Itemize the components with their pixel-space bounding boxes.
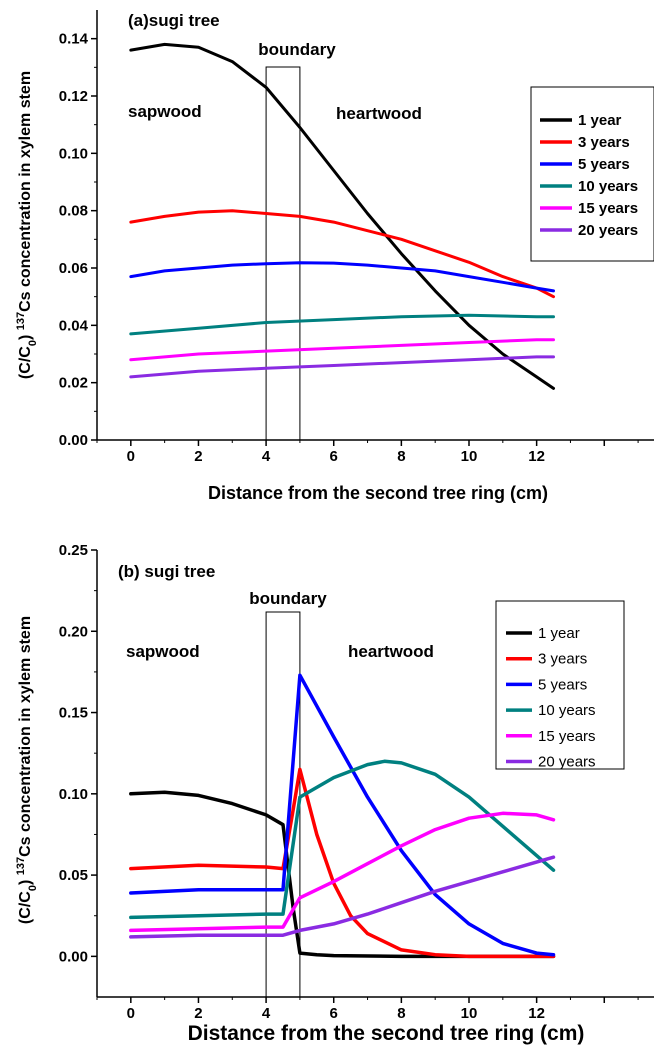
panel-b-sapwood-label: sapwood — [126, 642, 200, 661]
panel-b-title: (b) sugi tree — [118, 562, 215, 581]
panel-b-series-5-years — [129, 673, 556, 957]
panel-b-x-tick-label: 6 — [330, 1005, 338, 1022]
panel-b-x-tick-label: 12 — [528, 1005, 545, 1022]
panel-a-y-tick-label: 0.06 — [59, 260, 88, 277]
panel-a-legend-label-3-years: 3 years — [578, 134, 630, 151]
panel-a-legend-box — [530, 86, 654, 262]
panel-a-x-tick-label: 0 — [127, 448, 135, 465]
panel-a-y-axis-label: (C/C0) 137Cs concentration in xylem stem — [15, 71, 39, 379]
panel-b-legend-label-1-year: 1 year — [538, 625, 580, 642]
panel-a-series-20-years — [129, 355, 555, 379]
panel-b-x-tick-label: 10 — [461, 1005, 478, 1022]
panel-b-legend-label-5-years: 5 years — [538, 676, 587, 693]
panel-b-boundary-label: boundary — [249, 589, 327, 608]
panel-b-sugi-tree: (b) sugi tree 0.00 0.05 0.10 0.15 0.20 0.25 0 2… — [15, 542, 654, 1045]
panel-a-y-tick-label: 0.08 — [59, 203, 88, 220]
panel-b-legend-label-10-years: 10 years — [538, 702, 596, 719]
panel-a-x-tick-label: 2 — [194, 448, 202, 465]
panel-a-y-tick-label: 0.14 — [59, 31, 89, 48]
panel-a-y-tick-label: 0.10 — [59, 145, 88, 162]
panel-a-x-axis-label: Distance from the second tree ring (cm) — [208, 483, 548, 503]
panel-b-y-tick-label: 0.20 — [59, 623, 88, 640]
panel-b-x-axis-label: Distance from the second tree ring (cm) — [188, 1022, 585, 1045]
panel-a-sapwood-label: sapwood — [128, 102, 202, 121]
panel-a-series-10-years — [129, 313, 555, 336]
panel-a-x-tick-label: 6 — [330, 448, 338, 465]
panel-b-x-tick-label: 4 — [262, 1005, 271, 1022]
panel-b-legend-label-15-years: 15 years — [538, 728, 596, 745]
panel-b-heartwood-label: heartwood — [348, 642, 434, 661]
panel-b-x-tick-label: 0 — [127, 1005, 135, 1022]
panel-b-y-axis-label: (C/C0) 137Cs concentration in xylem stem — [15, 616, 39, 924]
panel-a-y-tick-label: 0.04 — [59, 317, 89, 334]
panel-b-y-tick-label: 0.05 — [59, 867, 88, 884]
panel-a-legend-label-1-year: 1 year — [578, 112, 622, 129]
panel-a-y-tick-label: 0.00 — [59, 432, 88, 449]
panel-a-x-tick-label: 8 — [397, 448, 405, 465]
panel-a-series-5-years — [129, 261, 555, 293]
panel-a-legend-label-10-years: 10 years — [578, 178, 638, 195]
panel-b-legend-label-20-years: 20 years — [538, 754, 596, 771]
panel-a-x-tick-label: 12 — [528, 448, 545, 465]
panel-a-y-tick-label: 0.12 — [59, 88, 88, 105]
panel-a-x-tick-label: 10 — [461, 448, 478, 465]
panel-a-series-15-years — [129, 338, 555, 362]
panel-a-sugi-tree: (a)sugi tree 0.00 0.02 0.04 0.06 0.08 0.10 0.1… — [15, 10, 654, 503]
panel-a-boundary-box — [265, 66, 301, 441]
panel-a-legend-label-15-years: 15 years — [578, 200, 638, 217]
panel-a-series-3-years — [129, 209, 555, 299]
panel-a-heartwood-label: heartwood — [336, 104, 422, 123]
panel-a-legend-label-20-years: 20 years — [578, 222, 638, 239]
panel-b-y-tick-label: 0.10 — [59, 786, 88, 803]
panel-b-series-10-years — [129, 759, 556, 920]
panel-b-y-tick-label: 0.00 — [59, 948, 88, 965]
panel-b-legend-label-3-years: 3 years — [538, 651, 587, 668]
panel-b-y-tick-label: 0.15 — [59, 705, 88, 722]
panel-a-y-tick-label: 0.02 — [59, 375, 88, 392]
panel-a-x-tick-label: 4 — [262, 448, 271, 465]
panel-a-boundary-label: boundary — [258, 40, 336, 59]
panel-a-title: (a)sugi tree — [128, 11, 220, 30]
panel-b-x-tick-label: 8 — [397, 1005, 405, 1022]
panel-a-legend-label-5-years: 5 years — [578, 156, 630, 173]
panel-b-series-15-years — [129, 811, 556, 933]
panel-b-series-20-years — [129, 855, 556, 939]
panel-b-y-tick-label: 0.25 — [59, 542, 88, 559]
panel-a-series-1-year — [129, 42, 555, 390]
panel-b-x-tick-label: 2 — [194, 1005, 202, 1022]
